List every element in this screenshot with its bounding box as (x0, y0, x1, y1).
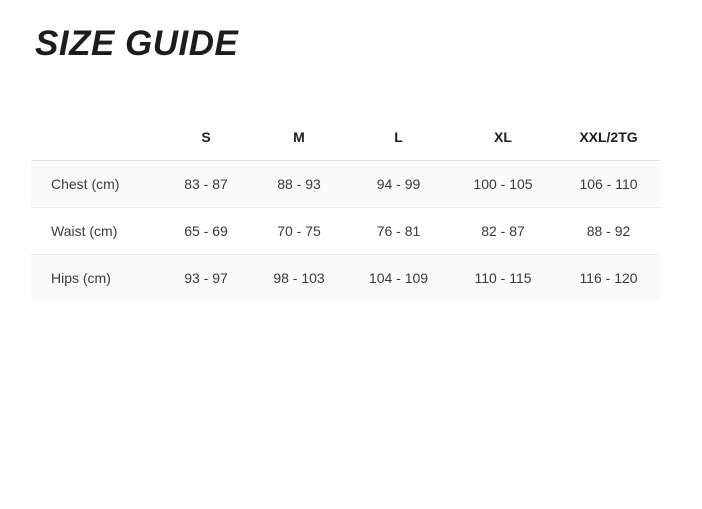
size-cell-chest-xl: 100 - 105 (473, 175, 533, 192)
row-label-chest: Chest (cm) (51, 175, 120, 192)
size-cell-hips-m: 98 - 103 (251, 253, 347, 301)
corner-header-cell (31, 115, 161, 161)
size-cell-waist-s: 65 - 69 (161, 206, 251, 254)
size-cell-hips-xxl-2tg: 116 - 120 (556, 253, 661, 301)
size-guide-table: S M L XL XXL/2TG Chest (cm) 83 - 87 88 -… (31, 115, 661, 301)
size-cell-chest-l: 94 - 99 (376, 175, 421, 192)
size-cell-waist-l: 76 - 81 (347, 206, 450, 254)
size-cell-chest-xxl-2tg: 106 - 110 (579, 175, 638, 192)
size-cell-waist-xl: 82 - 87 (450, 206, 556, 254)
column-header-s: S (161, 115, 251, 161)
size-cell-chest-s: 83 - 87 (184, 175, 228, 192)
column-header-m: M (251, 115, 347, 161)
column-header-l: L (347, 115, 450, 161)
row-label-waist: Waist (cm) (31, 206, 161, 254)
column-header-xl: XL (450, 115, 556, 161)
column-header-xxl-2tg: XXL/2TG (556, 115, 661, 161)
page-title: SIZE GUIDE (35, 24, 239, 63)
table-row-waist: Waist (cm) 65 - 69 70 - 75 76 - 81 82 - … (31, 206, 661, 254)
size-cell-hips-s: 93 - 97 (161, 253, 251, 301)
size-cell-waist-m: 70 - 75 (251, 206, 347, 254)
size-cell-hips-l: 104 - 109 (347, 253, 450, 301)
table-row-chest: Chest (cm) 83 - 87 88 - 93 94 - 99 100 -… (31, 160, 661, 207)
size-cell-waist-xxl-2tg: 88 - 92 (556, 206, 661, 254)
size-cell-hips-xl: 110 - 115 (450, 253, 556, 301)
table-row-hips: Hips (cm) 93 - 97 98 - 103 104 - 109 110… (31, 253, 661, 301)
row-label-hips: Hips (cm) (31, 253, 161, 301)
size-cell-chest-m: 88 - 93 (277, 175, 321, 192)
table-header-row: S M L XL XXL/2TG (31, 115, 661, 161)
